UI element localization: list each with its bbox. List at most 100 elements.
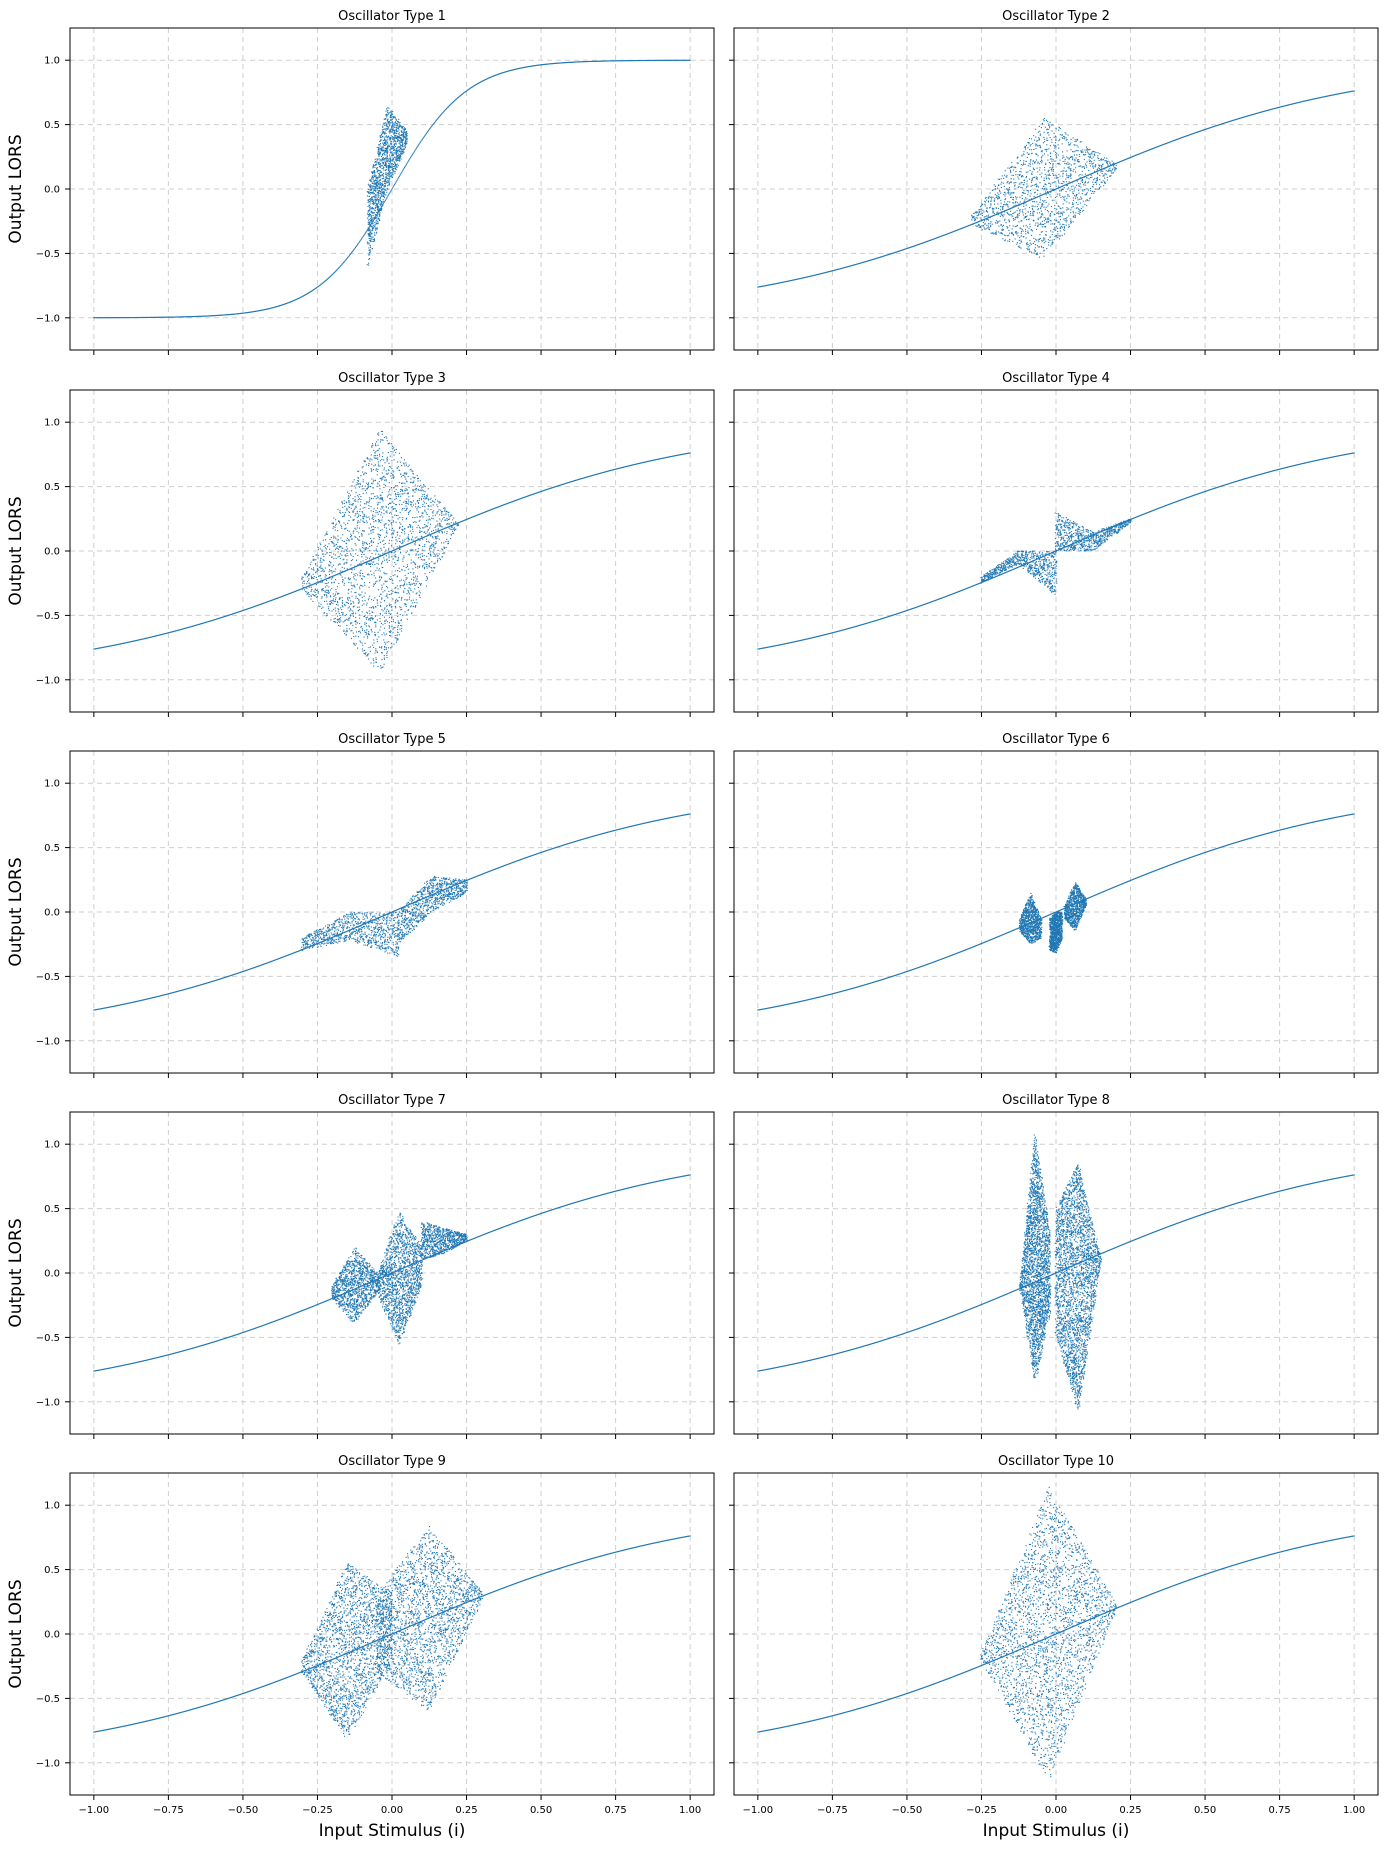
data-point — [1059, 175, 1061, 177]
data-point — [1077, 179, 1079, 181]
data-point — [151, 316, 153, 318]
data-point — [411, 153, 414, 155]
data-point — [1122, 160, 1124, 162]
data-point — [371, 186, 374, 188]
data-point — [369, 254, 371, 256]
data-point — [1101, 168, 1103, 170]
data-point — [1004, 170, 1006, 172]
data-point — [150, 636, 152, 638]
data-point — [1079, 165, 1081, 167]
data-point — [1048, 178, 1050, 180]
data-point — [379, 193, 381, 195]
data-point — [172, 316, 174, 318]
data-point — [404, 137, 407, 139]
data-point — [387, 181, 390, 183]
data-point — [385, 110, 387, 112]
data-point — [402, 128, 404, 130]
data-point — [1072, 191, 1074, 193]
data-point — [1059, 138, 1061, 140]
data-point — [635, 60, 638, 62]
data-point — [142, 638, 145, 640]
data-point — [375, 203, 378, 205]
data-point — [1057, 235, 1059, 237]
data-point — [921, 242, 923, 244]
data-point — [1351, 90, 1353, 92]
data-point — [802, 277, 804, 279]
data-point — [490, 76, 492, 78]
data-point — [1000, 211, 1002, 214]
data-point — [368, 237, 370, 239]
data-point — [568, 61, 570, 63]
data-point — [1007, 209, 1009, 211]
data-point — [1054, 181, 1056, 183]
data-point — [1062, 160, 1064, 163]
data-point — [381, 131, 383, 133]
data-point — [1288, 104, 1290, 106]
data-point — [397, 138, 399, 140]
data-point — [1098, 159, 1100, 162]
data-point — [380, 147, 382, 149]
data-point — [474, 84, 476, 86]
data-point — [780, 282, 782, 284]
data-point — [993, 233, 995, 235]
data-point — [369, 206, 371, 208]
data-point — [123, 642, 125, 644]
data-point — [1198, 130, 1200, 133]
data-point — [1018, 204, 1020, 206]
data-point — [1078, 185, 1080, 187]
data-point — [335, 270, 337, 272]
data-point — [958, 229, 960, 231]
data-point — [379, 203, 381, 205]
data-point — [1043, 249, 1045, 251]
data-point — [586, 61, 588, 63]
data-point — [639, 59, 642, 62]
data-point — [1072, 210, 1074, 212]
data-point — [239, 313, 241, 315]
data-point — [1071, 155, 1073, 158]
data-point — [972, 216, 974, 219]
data-point — [142, 638, 144, 640]
data-point — [1087, 174, 1089, 176]
data-point — [375, 232, 378, 234]
data-point — [255, 310, 257, 312]
data-point — [390, 151, 392, 153]
data-point — [387, 161, 389, 163]
data-point — [1098, 167, 1100, 169]
data-point — [456, 98, 458, 100]
data-point — [1333, 94, 1335, 96]
data-point — [377, 207, 379, 209]
data-point — [235, 313, 237, 315]
data-point — [386, 181, 388, 183]
data-point — [993, 212, 995, 214]
data-point — [378, 209, 380, 211]
data-point — [106, 317, 108, 319]
data-point — [1046, 196, 1048, 198]
data-point — [866, 260, 868, 262]
data-point — [464, 91, 466, 93]
data-point — [1074, 150, 1076, 152]
data-point — [382, 153, 384, 155]
data-point — [981, 229, 983, 231]
data-point — [398, 126, 400, 128]
data-point — [1019, 160, 1021, 162]
data-point — [1091, 192, 1093, 195]
data-point — [944, 234, 946, 236]
data-point — [1082, 200, 1084, 202]
data-point — [150, 636, 153, 638]
data-point — [1032, 208, 1034, 210]
data-point — [787, 280, 789, 282]
data-point — [1047, 191, 1049, 193]
data-point — [271, 307, 273, 309]
data-point — [280, 304, 282, 306]
data-point — [373, 170, 376, 172]
data-point — [1093, 192, 1095, 194]
data-point — [983, 218, 985, 220]
data-point — [1246, 115, 1248, 117]
data-point — [384, 149, 386, 152]
data-point — [397, 122, 399, 124]
data-point — [1042, 237, 1044, 239]
data-point — [375, 177, 378, 179]
data-point — [1041, 246, 1043, 248]
data-point — [368, 252, 370, 254]
data-point — [1276, 107, 1278, 109]
